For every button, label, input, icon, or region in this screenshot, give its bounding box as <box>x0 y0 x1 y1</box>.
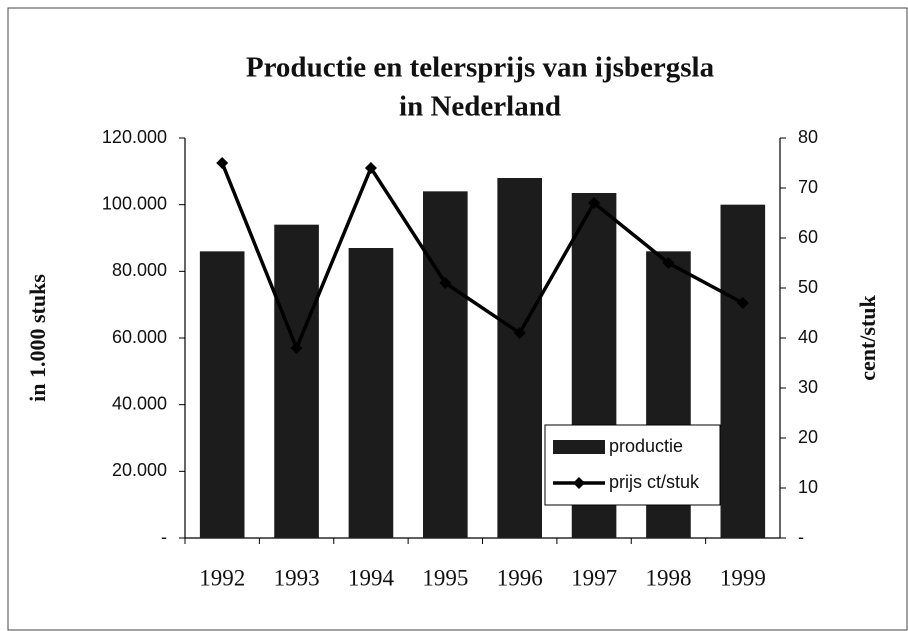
legend-swatch <box>553 440 605 454</box>
legend-label: prijs ct/stuk <box>609 472 700 492</box>
y2-tick-label: 70 <box>798 177 818 197</box>
y-tick-label: 120.000 <box>102 127 167 147</box>
y-tick-label: 20.000 <box>112 460 167 480</box>
bar <box>199 251 245 539</box>
legend-label: productie <box>609 436 683 456</box>
marker <box>364 162 377 174</box>
bar <box>497 178 542 538</box>
marker <box>290 342 303 354</box>
x-tick-label: 1992 <box>199 565 245 590</box>
x-tick-label: 1996 <box>497 565 543 590</box>
y2-tick-label: 30 <box>798 377 818 397</box>
y2-tick-label: 80 <box>798 127 818 147</box>
marker <box>662 257 675 269</box>
marker <box>439 277 452 289</box>
x-tick-label: 1999 <box>720 565 766 590</box>
y2-tick-label: 50 <box>798 277 818 297</box>
legend-box <box>544 424 721 506</box>
chart-title: Productie en telersprijs van ijsbergsla <box>246 52 715 84</box>
y2-tick-label: 40 <box>798 327 818 347</box>
bar <box>720 204 766 538</box>
y-axis-label: in 1.000 stuks <box>25 274 50 402</box>
y-tick-label: 40.000 <box>112 393 167 413</box>
marker <box>736 297 749 309</box>
y-tick-label: 60.000 <box>112 327 167 347</box>
bar <box>348 248 394 538</box>
y-tick-label: 100.000 <box>102 193 167 213</box>
marker <box>216 157 229 169</box>
x-tick-label: 1997 <box>571 565 617 590</box>
y-tick-label: - <box>161 527 167 547</box>
y2-tick-label: 10 <box>798 477 818 497</box>
x-tick-label: 1995 <box>422 565 468 590</box>
frame <box>7 7 908 631</box>
y2-tick-label: 60 <box>798 227 818 247</box>
x-tick-label: 1994 <box>348 565 395 590</box>
y2-tick-label: 20 <box>798 427 818 447</box>
x-tick-label: 1993 <box>274 565 320 590</box>
bar <box>274 224 319 538</box>
legend-marker <box>573 477 585 489</box>
marker <box>513 327 526 339</box>
y-tick-label: 80.000 <box>112 260 167 280</box>
y2-tick-label: - <box>798 527 804 547</box>
x-tick-label: 1998 <box>645 565 691 590</box>
line <box>220 162 744 353</box>
marker <box>588 197 601 209</box>
y2-axis-label: cent/stuk <box>855 294 880 380</box>
chart-title: in Nederland <box>399 91 561 123</box>
bar <box>423 191 468 539</box>
